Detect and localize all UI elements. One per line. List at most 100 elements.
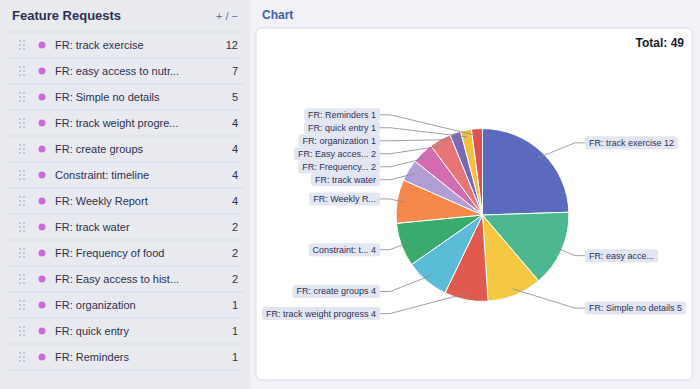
drag-handle [23, 126, 25, 128]
row-dot [39, 354, 46, 361]
drag-handle [23, 300, 25, 302]
drag-handle [19, 170, 21, 172]
row-value: 5 [232, 91, 238, 103]
drag-handle [23, 356, 25, 358]
drag-handle [19, 144, 21, 146]
slice-annotation: FR: track water [315, 175, 376, 185]
row-separator [6, 292, 244, 293]
row-separator [6, 318, 244, 319]
drag-handle [19, 282, 21, 284]
row-separator [6, 136, 244, 137]
drag-handle [23, 40, 25, 42]
pie-slice [483, 215, 539, 301]
leader-line [380, 146, 443, 154]
label-box [299, 134, 381, 147]
row-separator [6, 162, 244, 163]
drag-handle [19, 152, 21, 154]
leader-line [538, 143, 585, 158]
drag-handle [19, 256, 21, 258]
drag-handle [23, 308, 25, 310]
label-box [262, 307, 380, 320]
drag-handle [19, 174, 21, 176]
pie-slice [483, 129, 569, 215]
drag-handle [23, 352, 25, 354]
drag-handle [19, 226, 21, 228]
drag-handle [23, 334, 25, 336]
drag-handle [19, 334, 21, 336]
drag-handle [23, 148, 25, 150]
row-dot [39, 120, 46, 127]
drag-handle [23, 44, 25, 46]
drag-handle [19, 308, 21, 310]
leader-line [380, 174, 414, 180]
row-dot [39, 42, 46, 49]
row-label: FR: Simple no details [55, 91, 160, 103]
label-box [298, 160, 380, 173]
slice-annotation: FR: Frequency... 2 [302, 162, 376, 172]
row-dot [39, 276, 46, 283]
row-value: 4 [232, 169, 238, 181]
row-value: 7 [232, 65, 238, 77]
label-box [304, 108, 380, 121]
leader-line [380, 128, 467, 137]
slice-annotation: FR: create groups 4 [297, 286, 377, 296]
drag-handle [19, 178, 21, 180]
row-value: 4 [232, 143, 238, 155]
row-label: FR: organization [55, 299, 136, 311]
slice-annotation: FR: quick entry 1 [308, 123, 376, 133]
slice-annotation: FR: easy acce... [589, 251, 654, 261]
row-label: Constraint: timeline [55, 169, 149, 181]
drag-handle [19, 230, 21, 232]
drag-handle [23, 100, 25, 102]
drag-handle [19, 74, 21, 76]
slice-annotation: FR: Reminders 1 [308, 110, 376, 120]
label-box [585, 249, 658, 262]
row-separator [6, 344, 244, 345]
row-value: 2 [232, 273, 238, 285]
label-box [293, 285, 381, 298]
label-box [294, 147, 380, 160]
drag-handle [19, 92, 21, 94]
slice-annotation: FR: track weight progress 4 [266, 309, 376, 319]
drag-handle [23, 92, 25, 94]
drag-handle [23, 330, 25, 332]
row-separator [6, 370, 244, 371]
drag-handle [23, 326, 25, 328]
leader-line [380, 115, 477, 136]
row-value: 2 [232, 221, 238, 233]
row-dot [39, 68, 46, 75]
drag-handle [19, 118, 21, 120]
drag-handle [23, 196, 25, 198]
drag-handle [23, 256, 25, 258]
label-box [309, 192, 380, 205]
drag-handle [23, 48, 25, 50]
slice-annotation: FR: Weekly R... [313, 194, 376, 204]
drag-handle [19, 274, 21, 276]
leader-line [380, 293, 467, 314]
row-label: FR: Reminders [55, 351, 129, 363]
drag-handle [23, 118, 25, 120]
drag-handle [19, 70, 21, 72]
drag-handle [23, 278, 25, 280]
row-label: FR: track exercise [55, 39, 144, 51]
row-dot [39, 146, 46, 153]
drag-handle [19, 148, 21, 150]
pie-labels: FR: track exercise 12FR: easy acce...FR:… [262, 108, 686, 320]
row-separator [6, 240, 244, 241]
list-annotation: + / − [216, 10, 238, 22]
drag-handle [23, 252, 25, 254]
leader-line [380, 242, 408, 249]
row-separator [6, 84, 244, 85]
drag-handle [19, 352, 21, 354]
row-value: 12 [226, 39, 238, 51]
slice-annotation: Constraint: t... 4 [313, 245, 377, 255]
label-box [304, 121, 380, 134]
chart-panel [250, 0, 700, 389]
list-title: Feature Requests [12, 8, 121, 23]
drag-handle [19, 66, 21, 68]
row-dot [39, 224, 46, 231]
row-dot [39, 198, 46, 205]
drag-handle [19, 330, 21, 332]
row-dot [39, 250, 46, 257]
leader-line [512, 289, 585, 308]
